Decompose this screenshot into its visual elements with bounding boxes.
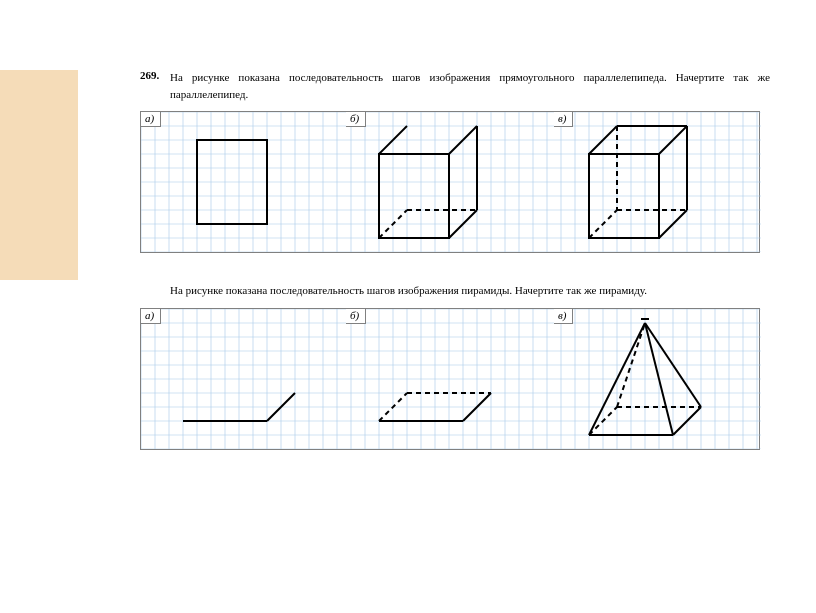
panel-label-c2: в) (554, 309, 573, 324)
figure-pyramid: а) б) в) (140, 308, 760, 450)
panel-label-a: а) (141, 112, 161, 127)
problem-heading-2: На рисунке показана последовательность ш… (170, 283, 770, 300)
exercise-content: 269. На рисунке показана последовательно… (140, 70, 770, 480)
panel-label-c: в) (554, 112, 573, 127)
panel-label-b: б) (346, 112, 366, 127)
problem-heading-1: 269. На рисунке показана последовательно… (140, 70, 770, 103)
panel-label-a2: а) (141, 309, 161, 324)
pyramid-svg (141, 309, 761, 449)
parallelepiped-svg (141, 112, 761, 252)
problem-number: 269. (140, 70, 170, 82)
problem-text-1: На рисунке показана последовательность ш… (170, 70, 770, 103)
problem-text-2: На рисунке показана последовательность ш… (170, 283, 647, 300)
decorative-side-bar (0, 70, 78, 280)
figure-parallelepiped: а) б) в) (140, 111, 760, 253)
panel-label-b2: б) (346, 309, 366, 324)
